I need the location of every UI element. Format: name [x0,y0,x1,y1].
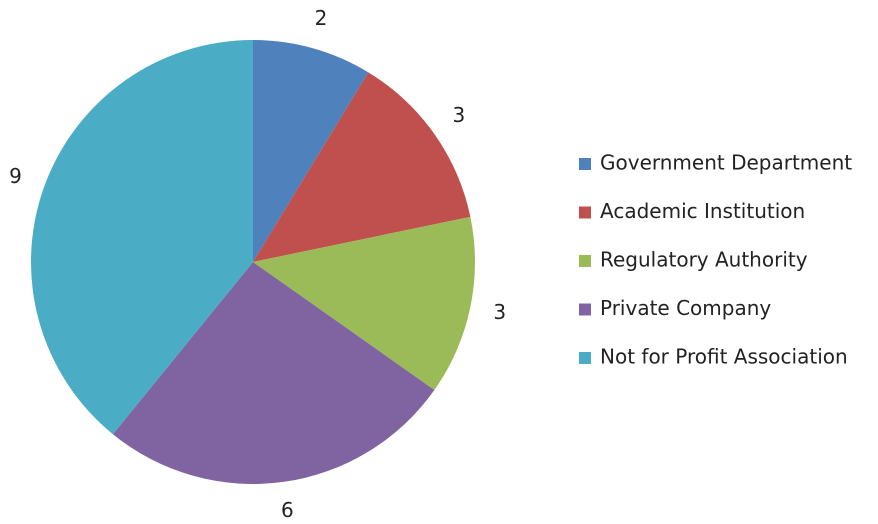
data-label: 3 [453,103,466,127]
legend-label: Regulatory Authority [600,248,808,272]
pie-slice [253,216,475,391]
pie-slice [30,40,254,435]
legend-label: Government Department [600,151,852,175]
data-label: 6 [281,498,294,522]
pie-slice [112,262,435,484]
data-label: 9 [9,164,22,188]
legend-label: Private Company [600,296,771,320]
legend-label: Not for Profit Association [600,345,848,369]
legend-swatch [579,255,591,267]
pie-slice [253,40,369,262]
legend-swatch [579,352,591,364]
legend-swatch [579,158,591,170]
legend-label: Academic Institution [600,199,805,223]
legend-swatch [579,303,591,316]
data-label: 2 [315,6,328,30]
legend-swatch [579,206,591,219]
pie-slice [253,72,471,262]
data-label: 3 [493,300,506,324]
